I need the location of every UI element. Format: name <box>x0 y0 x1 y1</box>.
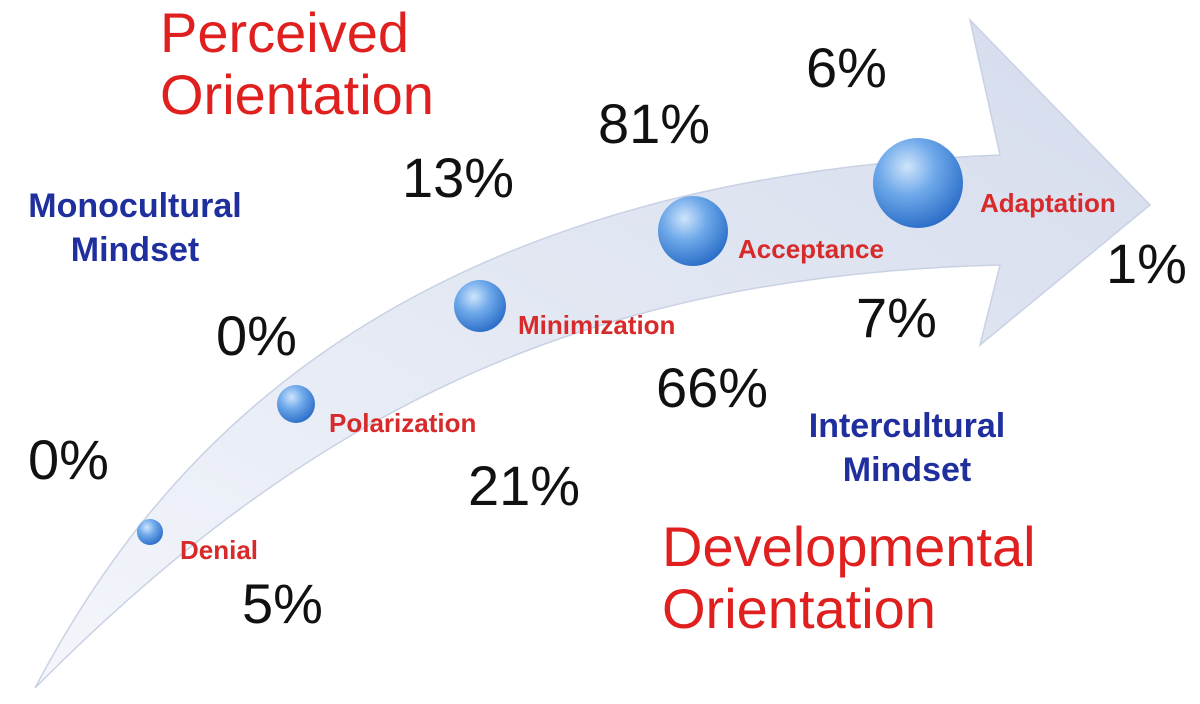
denial-sphere <box>137 519 163 545</box>
intercultural-line-2: Mindset <box>842 451 972 489</box>
developmental-heading-line-1: Developmental <box>662 515 1036 578</box>
perceived-pct-minimization: 13% <box>402 146 515 209</box>
acceptance-sphere <box>658 196 728 266</box>
minimization-sphere <box>454 280 506 332</box>
perceived-heading-line-2: Orientation <box>160 63 434 126</box>
stage-label-acceptance: Acceptance <box>738 234 884 264</box>
developmental-heading-line-2: Orientation <box>662 577 936 640</box>
developmental-pct-denial: 5% <box>242 572 323 635</box>
developmental-pct-polarization: 21% <box>468 454 581 517</box>
stage-label-denial: Denial <box>180 535 259 565</box>
intercultural-line-1: Intercultural <box>808 407 1006 445</box>
developmental-pct-adaptation: 1% <box>1106 232 1187 295</box>
perceived-heading-line-1: Perceived <box>160 1 410 64</box>
adaptation-sphere <box>873 138 963 228</box>
monocultural-line-2: Mindset <box>70 231 200 269</box>
perceived-pct-denial: 0% <box>28 428 109 491</box>
stage-label-minimization: Minimization <box>518 310 676 340</box>
intercultural-mindset-label: Intercultural Mindset <box>772 404 1042 492</box>
developmental-pct-acceptance: 7% <box>856 286 937 349</box>
perceived-orientation-heading: Perceived Orientation <box>160 2 434 126</box>
perceived-pct-acceptance: 81% <box>598 92 711 155</box>
progression-arrow <box>34 17 1152 689</box>
monocultural-line-1: Monocultural <box>28 187 242 225</box>
stage-label-adaptation: Adaptation <box>980 188 1116 218</box>
stage-label-polarization: Polarization <box>329 408 477 438</box>
developmental-pct-minimization: 66% <box>656 356 769 419</box>
perceived-pct-polarization: 0% <box>216 304 297 367</box>
developmental-orientation-heading: Developmental Orientation <box>662 516 1036 640</box>
monocultural-mindset-label: Monocultural Mindset <box>4 184 266 272</box>
polarization-sphere <box>277 385 315 423</box>
perceived-pct-adaptation: 6% <box>806 36 887 99</box>
